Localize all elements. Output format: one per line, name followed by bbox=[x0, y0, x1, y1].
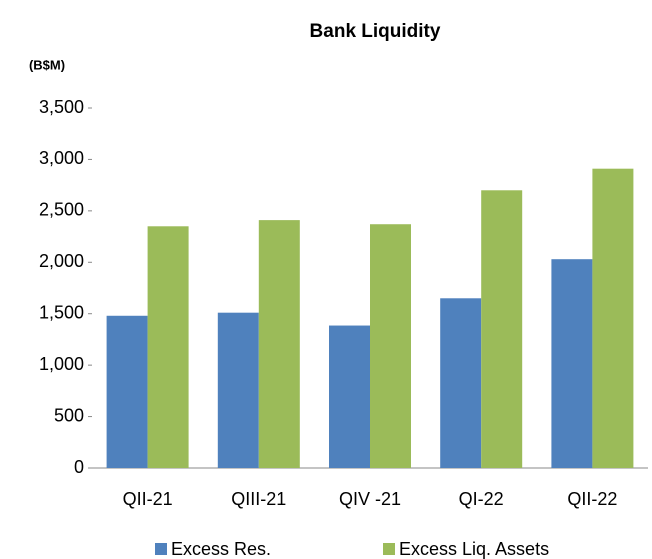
bar bbox=[329, 325, 370, 468]
bar bbox=[147, 226, 189, 468]
bar bbox=[258, 220, 300, 468]
legend-swatch bbox=[383, 543, 395, 555]
y-tick-label: 500 bbox=[54, 405, 84, 425]
y-tick-label: 0 bbox=[74, 457, 84, 477]
legend-label: Excess Res. bbox=[171, 539, 271, 559]
legend-swatch bbox=[155, 543, 167, 555]
bar bbox=[481, 190, 523, 469]
y-tick-label: 1,500 bbox=[39, 302, 84, 322]
bar bbox=[370, 224, 411, 468]
x-tick-label: QIII-21 bbox=[231, 489, 286, 509]
y-tick-label: 3,500 bbox=[39, 97, 84, 117]
y-tick-label: 2,000 bbox=[39, 251, 84, 271]
bar bbox=[592, 168, 634, 468]
bar bbox=[217, 312, 259, 468]
x-tick-label: QII-22 bbox=[567, 489, 617, 509]
y-tick-label: 3,000 bbox=[39, 148, 84, 168]
legend-label: Excess Liq. Assets bbox=[399, 539, 549, 559]
y-tick-label: 1,000 bbox=[39, 354, 84, 374]
y-axis-label: (B$M) bbox=[29, 57, 65, 72]
x-tick-label: QI-22 bbox=[459, 489, 504, 509]
y-tick-label: 2,500 bbox=[39, 200, 84, 220]
x-tick-label: QII-21 bbox=[123, 489, 173, 509]
bar bbox=[551, 259, 593, 468]
x-tick-label: QIV -21 bbox=[339, 489, 401, 509]
bar bbox=[106, 315, 148, 468]
chart-title: Bank Liquidity bbox=[310, 21, 441, 42]
bar bbox=[440, 298, 482, 468]
